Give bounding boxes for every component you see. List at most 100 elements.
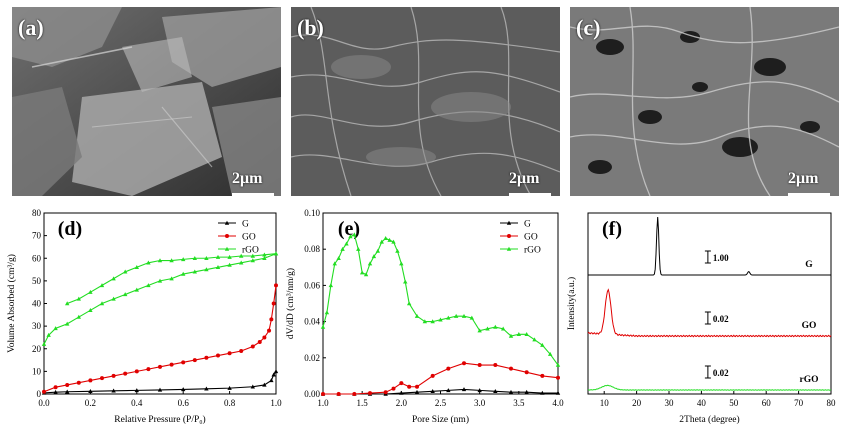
data-point-d <box>262 382 267 387</box>
xrd-pattern-rGO <box>587 384 832 391</box>
series-line-e <box>322 233 559 366</box>
series-d-rGO-adsorption <box>41 251 279 346</box>
series-line-d <box>43 285 277 393</box>
data-point-e <box>356 246 361 251</box>
data-point-e <box>453 313 459 318</box>
x-tick-label-d: 0.2 <box>85 398 96 408</box>
panel-label-f: (f) <box>602 218 622 240</box>
x-tick-label-e: 2.0 <box>396 398 408 408</box>
y-tick-label-d: 80 <box>32 208 42 218</box>
data-point-e <box>415 384 419 389</box>
x-axis-label-d: Relative Pressure (P/P₀) <box>114 414 205 425</box>
data-point-d <box>123 292 128 297</box>
x-tick-label-e: 4.0 <box>552 398 564 408</box>
data-point-d <box>100 376 104 381</box>
data-point-d <box>192 255 197 260</box>
legend-label-e: GO <box>524 233 538 243</box>
data-point-d <box>273 369 279 374</box>
data-point-e <box>485 326 490 331</box>
data-point-d <box>76 314 81 319</box>
x-tick-label-e: 1.0 <box>317 398 329 408</box>
data-point-d <box>267 328 272 333</box>
data-point-e <box>387 237 392 242</box>
legend-marker-e <box>507 234 511 238</box>
data-point-e <box>383 390 388 395</box>
x-tick-label-d: 0.4 <box>131 398 143 408</box>
data-point-e <box>524 331 529 336</box>
data-point-d <box>250 253 255 258</box>
data-point-e <box>371 254 377 259</box>
data-point-d <box>269 317 274 322</box>
data-point-d <box>53 385 58 390</box>
x-tick-label-f: 30 <box>665 398 675 408</box>
y-tick-label-e: 0.04 <box>304 317 320 327</box>
y-tick-label-d: 60 <box>32 253 42 263</box>
x-tick-label-d: 0.6 <box>178 398 190 408</box>
data-point-e <box>320 324 326 329</box>
data-point-e <box>403 279 408 284</box>
scale-label-c: 2μm <box>788 170 819 187</box>
x-tick-label-f: 20 <box>632 398 642 408</box>
sem-image-b: (b) 2μm <box>291 7 560 196</box>
data-point-d <box>123 371 128 376</box>
data-point-e <box>422 319 428 324</box>
legend-label-d: rGO <box>242 246 259 256</box>
data-point-e <box>540 373 545 378</box>
y-tick-label-d: 30 <box>32 321 42 331</box>
series-d-G <box>41 369 279 395</box>
data-point-d <box>111 388 116 393</box>
data-point-d <box>204 386 209 391</box>
data-point-d <box>215 265 221 269</box>
y-tick-label-d: 0 <box>37 389 42 399</box>
data-point-d <box>53 326 58 331</box>
data-point-d <box>250 384 255 389</box>
x-tick-label-f: 70 <box>794 398 804 408</box>
data-point-d <box>250 258 255 263</box>
data-point-d <box>53 389 58 394</box>
data-point-d <box>65 389 70 394</box>
data-point-d <box>181 387 186 392</box>
data-point-d <box>204 355 209 360</box>
x-tick-label-f: 40 <box>697 398 707 408</box>
data-point-e <box>430 373 435 378</box>
scale-label-b: 2μm <box>509 170 540 187</box>
data-point-e <box>336 392 341 396</box>
data-point-e <box>477 363 482 368</box>
data-point-e <box>375 248 381 253</box>
x-tick-label-f: 10 <box>600 398 610 408</box>
data-point-d <box>123 269 128 274</box>
y-tick-label-d: 10 <box>32 366 42 376</box>
data-point-e <box>516 331 522 336</box>
data-point-d <box>111 373 116 378</box>
data-point-d <box>169 258 174 263</box>
y-axis-label-e: dV/dD (cm³/nm/g) <box>285 268 296 339</box>
data-point-e <box>336 255 341 260</box>
data-point-d <box>262 252 267 257</box>
data-point-d <box>257 339 262 344</box>
data-point-d <box>88 388 93 393</box>
data-point-e <box>399 261 404 266</box>
x-tick-label-d: 0.8 <box>224 398 236 408</box>
data-point-e <box>462 361 466 366</box>
legend-marker-e <box>506 246 512 251</box>
data-point-d <box>134 265 139 269</box>
data-point-e <box>524 389 529 394</box>
data-point-d <box>192 269 197 274</box>
series-label-G: G <box>805 260 813 270</box>
panel-label-c: (c) <box>576 15 601 40</box>
data-point-e <box>469 315 475 320</box>
x-tick-label-f: 50 <box>729 398 739 408</box>
data-point-e <box>340 246 345 251</box>
y-tick-label-e: 0.02 <box>304 353 320 363</box>
data-point-d <box>146 260 151 265</box>
data-point-e <box>391 239 396 244</box>
data-point-e <box>500 326 506 331</box>
scale-bar-a <box>232 193 274 196</box>
x-tick-label-e: 3.5 <box>513 398 525 408</box>
data-point-d <box>269 378 274 383</box>
data-point-d <box>76 296 81 301</box>
data-point-e <box>324 310 330 315</box>
data-point-e <box>524 370 529 375</box>
data-point-e <box>556 375 560 380</box>
data-point-d <box>146 283 151 288</box>
